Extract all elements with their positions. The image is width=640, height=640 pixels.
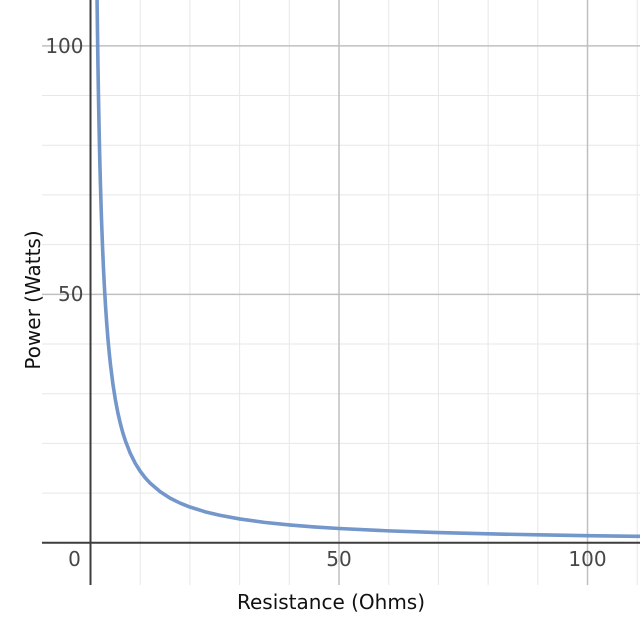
- x-tick-label: 50: [326, 546, 352, 571]
- grid-major-lines: [42, 0, 640, 585]
- y-tick-label: 100: [45, 33, 84, 58]
- power-curve: [95, 0, 640, 539]
- origin-tick-label: 0: [68, 546, 81, 571]
- x-tick-label: 100: [568, 546, 607, 571]
- axes-lines: [42, 0, 640, 585]
- grid-minor-lines: [42, 0, 640, 585]
- x-axis-title: Resistance (Ohms): [236, 590, 426, 614]
- y-tick-label: 50: [58, 282, 84, 307]
- y-axis-title: Power (Watts): [21, 230, 45, 370]
